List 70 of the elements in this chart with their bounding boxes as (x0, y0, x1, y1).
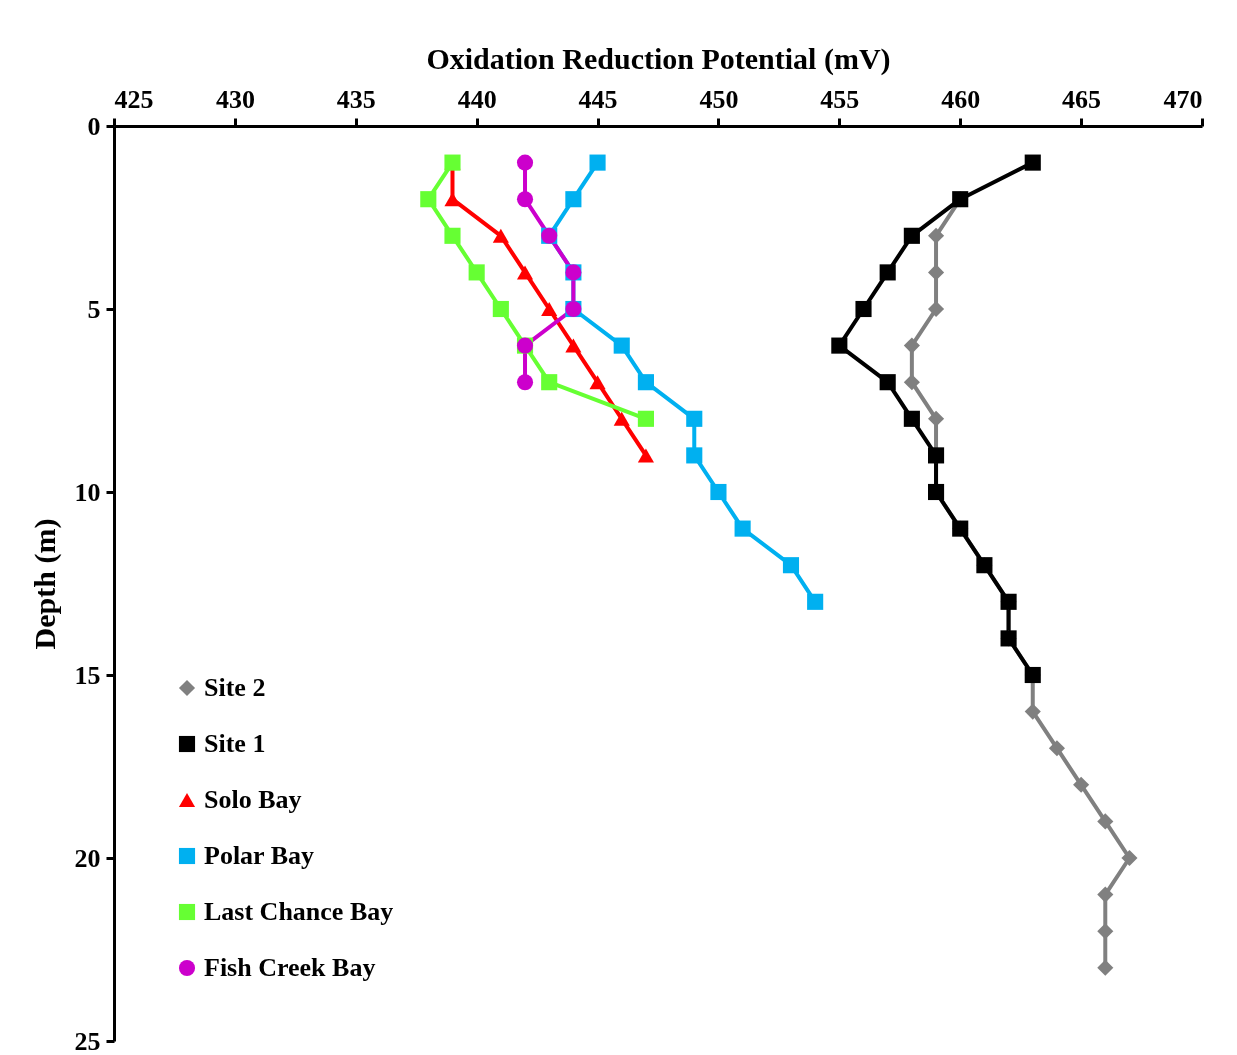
point (927, 264, 945, 281)
point (903, 337, 920, 354)
point (637, 448, 654, 463)
point (516, 154, 534, 171)
point (903, 374, 920, 391)
point (686, 410, 703, 427)
x-tick-label: 455 (820, 84, 860, 114)
x-tick-label: 445 (578, 84, 618, 114)
y-tick-label: 15 (74, 660, 101, 690)
point (831, 337, 848, 354)
point (686, 447, 703, 464)
point (516, 265, 534, 280)
x-axis-title: Oxidation Reduction Potential (mV) (426, 41, 891, 76)
point (927, 227, 945, 244)
point (1024, 703, 1041, 720)
point (879, 374, 896, 391)
point (903, 410, 920, 427)
y-tick-label: 10 (74, 477, 101, 507)
x-tick-label: 430 (215, 84, 255, 114)
point (1097, 886, 1114, 903)
x-tick-label: 470 (1163, 84, 1203, 114)
y-tick-label: 5 (87, 294, 101, 324)
legend-label: Last Chance Bay (204, 897, 394, 926)
point (1097, 959, 1114, 976)
point (807, 593, 824, 610)
point (1121, 849, 1138, 867)
point (565, 338, 582, 353)
point (444, 227, 461, 244)
legend-label: Site 1 (204, 729, 266, 758)
point (782, 557, 800, 574)
point (855, 300, 872, 318)
x-tick-label: 425 (114, 84, 154, 114)
y-tick-label: 25 (74, 1026, 101, 1055)
point (565, 191, 582, 208)
point (589, 154, 606, 171)
point (734, 520, 751, 537)
point (541, 374, 558, 391)
point (1073, 776, 1090, 793)
point (613, 337, 630, 354)
y-tick-label: 0 (87, 111, 101, 141)
y-tick-label: 20 (74, 843, 101, 873)
point (516, 374, 534, 391)
legend-label: Fish Creek Bay (204, 953, 376, 982)
x-tick-label: 450 (699, 84, 739, 114)
point (1048, 740, 1065, 757)
point (492, 300, 509, 318)
point (613, 411, 630, 426)
point (1097, 813, 1114, 830)
point (468, 264, 485, 281)
point (516, 191, 534, 208)
point (1097, 923, 1114, 940)
point (492, 228, 509, 243)
legend-label: Solo Bay (204, 785, 302, 814)
legend-label: Site 2 (204, 673, 266, 702)
point (879, 264, 896, 281)
point (420, 191, 437, 208)
x-tick-label: 460 (941, 84, 981, 114)
y-axis-title: Depth (m) (27, 518, 62, 650)
point (710, 483, 727, 501)
point (1024, 154, 1041, 171)
point (927, 410, 945, 427)
legend-label: Polar Bay (204, 841, 315, 870)
x-tick-label: 440 (457, 84, 497, 114)
x-tick-label: 465 (1062, 84, 1102, 114)
point (589, 375, 606, 390)
point (903, 227, 920, 244)
point (637, 374, 654, 391)
x-tick-label: 435 (336, 84, 376, 114)
point (637, 410, 654, 427)
point (541, 302, 558, 316)
